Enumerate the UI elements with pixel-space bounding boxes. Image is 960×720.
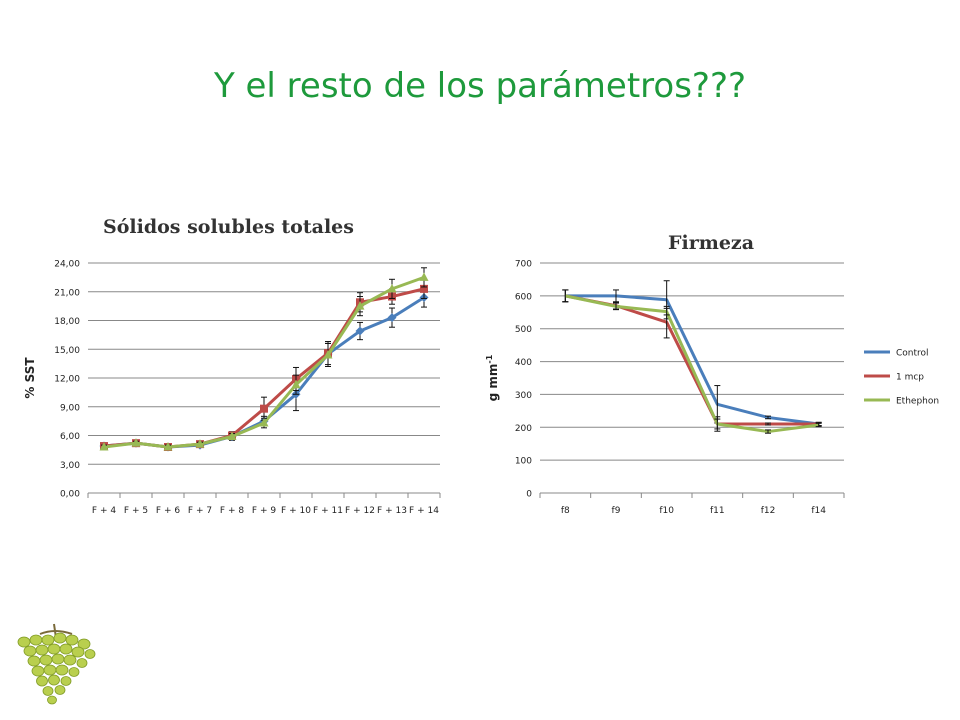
- data-point: [355, 326, 365, 336]
- y-tick-label: 18,00: [54, 317, 80, 327]
- slide-title: Y el resto de los parámetros???: [213, 66, 747, 106]
- y-tick-label: 9,00: [60, 403, 80, 413]
- data-point: [195, 439, 205, 448]
- x-tick-label: F + 8: [220, 506, 244, 516]
- data-point: [99, 442, 109, 451]
- x-tick-label: F + 11: [313, 506, 343, 516]
- data-point: [355, 301, 365, 310]
- y-tick-label: 21,00: [54, 288, 80, 298]
- data-point: [291, 379, 301, 389]
- data-point: [163, 442, 173, 451]
- chart-title-sst: Sólidos solubles totales: [103, 216, 354, 238]
- x-tick-label: F + 6: [156, 506, 180, 516]
- y-axis-label: % SST: [23, 357, 37, 399]
- y-tick-label: 6,00: [60, 432, 80, 442]
- data-point: [420, 284, 428, 293]
- x-tick-label: F + 12: [345, 506, 375, 516]
- x-tick-label: F + 9: [252, 506, 276, 516]
- data-point: [131, 438, 141, 447]
- x-tick-label: F + 13: [377, 506, 407, 516]
- data-point: [259, 418, 269, 427]
- data-point: [419, 272, 429, 281]
- grapes-icon: [17, 623, 96, 705]
- x-tick-label: F + 7: [188, 506, 212, 516]
- data-point: [387, 283, 397, 293]
- data-point: [227, 431, 237, 440]
- y-tick-label: 3,00: [60, 461, 80, 471]
- y-tick-label: 24,00: [54, 260, 80, 270]
- x-tick-label: F + 14: [409, 506, 439, 516]
- x-tick-label: F + 4: [92, 506, 116, 516]
- y-tick-label: 15,00: [54, 346, 80, 356]
- y-tick-label: 12,00: [54, 375, 80, 385]
- data-point: [387, 313, 397, 323]
- y-tick-label: 0,00: [60, 490, 80, 500]
- x-tick-label: F + 5: [124, 506, 148, 516]
- data-point: [323, 350, 333, 359]
- chart-title-firmeza: Firmeza: [668, 232, 755, 254]
- x-tick-label: F + 10: [281, 506, 311, 516]
- data-point: [260, 404, 268, 413]
